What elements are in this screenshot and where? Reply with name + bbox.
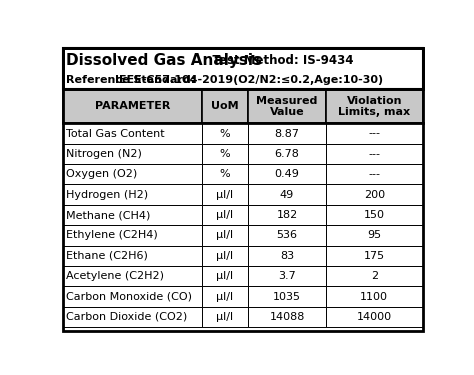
Bar [63, 89, 201, 123]
Text: Carbon Dioxide (CO2): Carbon Dioxide (CO2) [66, 312, 187, 322]
Text: μl/l: μl/l [216, 271, 234, 281]
Bar [248, 286, 326, 307]
Bar [326, 266, 423, 286]
Bar [326, 307, 423, 327]
Bar [248, 205, 326, 225]
Text: μl/l: μl/l [216, 210, 234, 220]
Bar [201, 144, 248, 164]
Bar [201, 225, 248, 246]
Bar [201, 205, 248, 225]
Text: 182: 182 [276, 210, 298, 220]
Text: IEEE-C57.104-2019(O2/N2:≤0.2,Age:10-30): IEEE-C57.104-2019(O2/N2:≤0.2,Age:10-30) [116, 75, 383, 85]
Text: 2: 2 [371, 271, 378, 281]
Text: Hydrogen (H2): Hydrogen (H2) [66, 190, 148, 200]
Bar [248, 225, 326, 246]
Bar [201, 246, 248, 266]
Text: μl/l: μl/l [216, 291, 234, 302]
Text: 150: 150 [364, 210, 385, 220]
Bar [63, 48, 423, 89]
Bar [248, 307, 326, 327]
Text: 1100: 1100 [360, 291, 388, 302]
Bar [63, 246, 201, 266]
Text: UoM: UoM [211, 101, 239, 111]
Text: %: % [219, 129, 230, 138]
Text: ---: --- [368, 149, 380, 159]
Text: Ethane (C2H6): Ethane (C2H6) [66, 251, 148, 261]
Bar [201, 307, 248, 327]
Bar [326, 286, 423, 307]
Bar [63, 144, 201, 164]
Text: ---: --- [368, 169, 380, 179]
Text: 536: 536 [276, 230, 298, 240]
Bar [63, 225, 201, 246]
Bar [201, 266, 248, 286]
Text: 3.7: 3.7 [278, 271, 296, 281]
Text: Dissolved Gas Analysis: Dissolved Gas Analysis [66, 53, 262, 68]
Text: μl/l: μl/l [216, 190, 234, 200]
Bar [248, 144, 326, 164]
Text: 200: 200 [364, 190, 385, 200]
Text: %: % [219, 169, 230, 179]
Bar [326, 184, 423, 205]
Text: 14088: 14088 [269, 312, 305, 322]
Text: ---: --- [368, 129, 380, 138]
Text: μl/l: μl/l [216, 230, 234, 240]
Bar [248, 184, 326, 205]
Text: %: % [219, 149, 230, 159]
Bar [326, 123, 423, 144]
Bar [248, 164, 326, 184]
Bar [63, 286, 201, 307]
Text: μl/l: μl/l [216, 251, 234, 261]
Bar [248, 266, 326, 286]
Text: μl/l: μl/l [216, 312, 234, 322]
Bar [326, 205, 423, 225]
Text: PARAMETER: PARAMETER [94, 101, 170, 111]
Bar [63, 164, 201, 184]
Bar [63, 184, 201, 205]
Bar [201, 184, 248, 205]
Text: 175: 175 [364, 251, 385, 261]
Text: 83: 83 [280, 251, 294, 261]
Text: 8.87: 8.87 [274, 129, 300, 138]
Text: Nitrogen (N2): Nitrogen (N2) [66, 149, 142, 159]
Text: 49: 49 [280, 190, 294, 200]
Bar [326, 164, 423, 184]
Text: 6.78: 6.78 [274, 149, 300, 159]
Bar [248, 123, 326, 144]
Text: Measured
Value: Measured Value [256, 96, 318, 117]
Bar [201, 123, 248, 144]
Text: Carbon Monoxide (CO): Carbon Monoxide (CO) [66, 291, 192, 302]
Bar [63, 307, 201, 327]
Text: 1035: 1035 [273, 291, 301, 302]
Text: 0.49: 0.49 [274, 169, 300, 179]
Bar [63, 48, 423, 89]
Text: Acetylene (C2H2): Acetylene (C2H2) [66, 271, 164, 281]
Text: Test Method: IS-9434: Test Method: IS-9434 [200, 54, 354, 67]
Text: 95: 95 [367, 230, 382, 240]
Bar [63, 123, 201, 144]
Text: 14000: 14000 [357, 312, 392, 322]
Bar [201, 164, 248, 184]
Bar [248, 246, 326, 266]
Text: Ethylene (C2H4): Ethylene (C2H4) [66, 230, 158, 240]
Text: Reference Standard:: Reference Standard: [66, 75, 195, 85]
Bar [63, 205, 201, 225]
Text: Total Gas Content: Total Gas Content [66, 129, 164, 138]
Bar [326, 89, 423, 123]
Bar [63, 266, 201, 286]
Text: Methane (CH4): Methane (CH4) [66, 210, 150, 220]
Bar [248, 89, 326, 123]
Bar [326, 144, 423, 164]
Bar [326, 225, 423, 246]
Bar [326, 246, 423, 266]
Bar [201, 286, 248, 307]
Text: Oxygen (O2): Oxygen (O2) [66, 169, 137, 179]
Bar [201, 89, 248, 123]
Text: Violation
Limits, max: Violation Limits, max [338, 96, 410, 117]
